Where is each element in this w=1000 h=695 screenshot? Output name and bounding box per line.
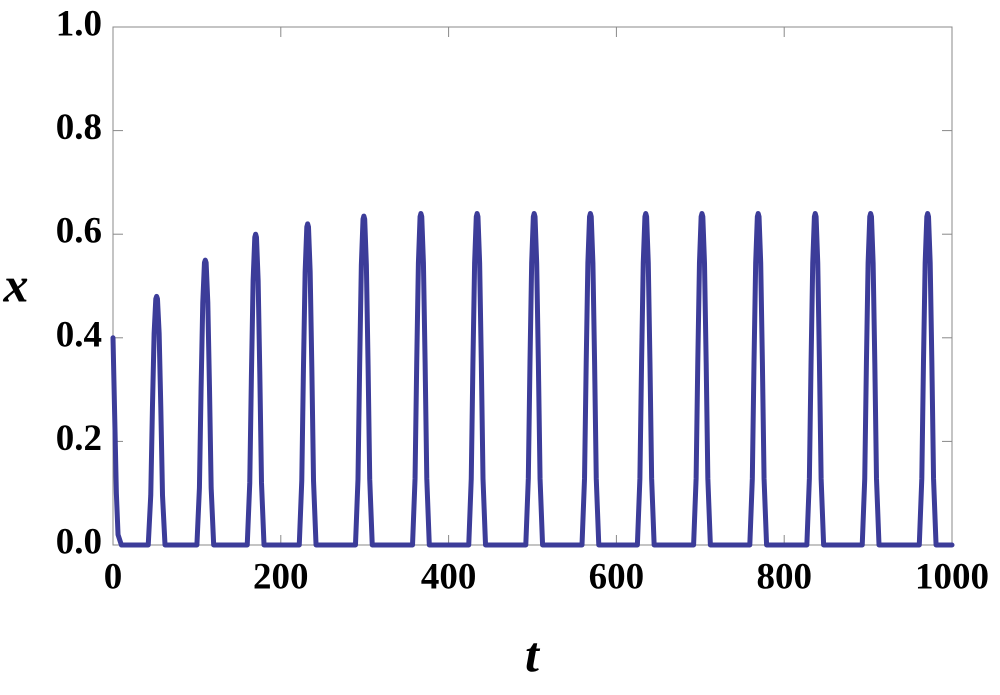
y-tick-label: 0.8 [56,107,102,148]
x-tick-label: 400 [421,556,477,597]
data-line [110,210,955,548]
x-tick-label: 1000 [915,556,989,597]
y-tick-label: 0.4 [56,314,102,355]
x-tick-label: 800 [756,556,812,597]
x-tick-label: 600 [589,556,645,597]
y-axis-title: x [3,256,29,312]
x-tick-label: 0 [104,556,123,597]
y-tick-label: 0.0 [56,521,102,562]
x-axis-title: t [525,626,541,682]
plot-frame [112,26,953,546]
y-tick-label: 0.6 [56,211,102,252]
y-tick-label: 1.0 [56,3,102,44]
x-tick-label: 200 [253,556,309,597]
y-tick-label: 0.2 [56,418,102,459]
